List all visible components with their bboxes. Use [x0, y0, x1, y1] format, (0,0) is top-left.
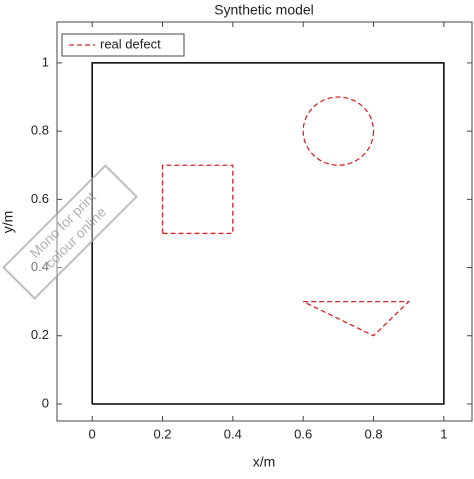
x-tick-label: 1	[440, 426, 447, 441]
x-tick-label: 0.2	[153, 426, 171, 441]
watermark-box	[2, 164, 138, 300]
y-tick-label: 1	[42, 54, 49, 69]
defect-polygon	[302, 300, 411, 337]
x-axis-label: x/m	[253, 454, 276, 470]
legend-label: real defect	[100, 36, 161, 51]
chart-title: Synthetic model	[214, 2, 314, 18]
y-tick-label: 0.6	[31, 191, 49, 206]
x-tick-label: 0.6	[294, 426, 312, 441]
plot-area	[56, 21, 473, 422]
x-tick-label: 0	[89, 426, 96, 441]
x-tick-label: 0.8	[364, 426, 382, 441]
y-axis-label: y/m	[0, 211, 16, 234]
x-tick-label: 0.4	[224, 426, 242, 441]
defect-circle	[302, 96, 375, 166]
y-tick-label: 0.4	[31, 259, 49, 274]
y-tick-label: 0.2	[31, 327, 49, 342]
defect-polygon	[161, 164, 234, 235]
model-boundary	[91, 62, 445, 405]
legend: real defect	[61, 33, 185, 57]
y-tick-label: 0.8	[31, 123, 49, 138]
y-tick-label: 0	[42, 395, 49, 410]
legend-box	[61, 33, 185, 57]
